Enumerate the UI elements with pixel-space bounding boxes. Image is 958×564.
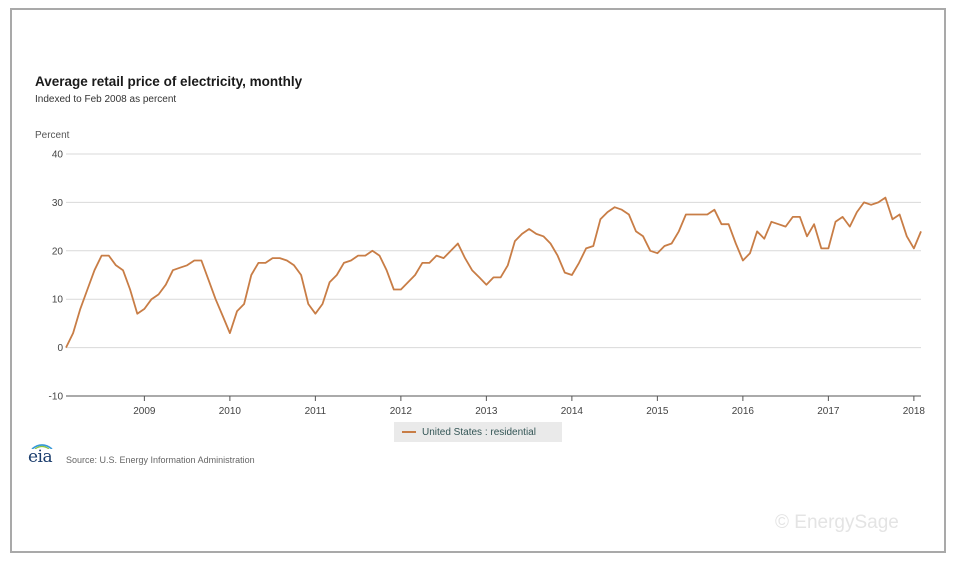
x-tick-label: 2016 bbox=[732, 406, 755, 417]
x-tick-label: 2018 bbox=[903, 406, 926, 417]
x-tick-label: 2011 bbox=[305, 406, 327, 417]
y-tick-label: -10 bbox=[49, 392, 64, 403]
y-axis-label: Percent bbox=[35, 130, 70, 141]
y-tick-label: 0 bbox=[57, 343, 63, 354]
x-tick-label: 2013 bbox=[475, 406, 498, 417]
source-note: Source: U.S. Energy Information Administ… bbox=[66, 455, 255, 465]
x-tick-label: 2009 bbox=[133, 406, 156, 417]
eia-logo-arc-icon bbox=[31, 444, 53, 449]
x-tick-label: 2010 bbox=[219, 406, 242, 417]
x-tick-label: 2012 bbox=[390, 406, 413, 417]
x-tick-label: 2014 bbox=[561, 406, 584, 417]
series-line-united-states-residential bbox=[65, 196, 922, 348]
eia-logo: eia bbox=[28, 447, 53, 467]
x-tick-label: 2017 bbox=[817, 406, 840, 417]
y-tick-label: 10 bbox=[52, 295, 64, 306]
chart-frame bbox=[10, 8, 946, 553]
y-tick-label: 30 bbox=[52, 198, 64, 209]
y-tick-label: 20 bbox=[52, 246, 64, 257]
chart-title: Average retail price of electricity, mon… bbox=[35, 74, 303, 89]
y-tick-label: 40 bbox=[52, 150, 64, 161]
legend-label: United States : residential bbox=[422, 426, 536, 438]
x-tick-label: 2015 bbox=[646, 406, 669, 417]
legend[interactable]: United States : residential bbox=[394, 422, 562, 442]
chart-subtitle: Indexed to Feb 2008 as percent bbox=[35, 94, 177, 105]
watermark: © EnergySage bbox=[775, 512, 899, 533]
legend-swatch bbox=[402, 431, 416, 433]
